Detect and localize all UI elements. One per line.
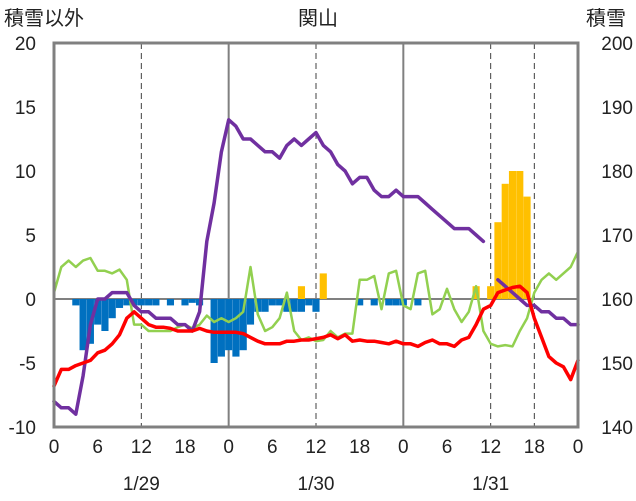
- snow-change-bar-29: [305, 299, 313, 306]
- x-tick-6: 12: [305, 437, 326, 458]
- temperature-line: [52, 284, 580, 388]
- right-tick-6: 140: [601, 418, 633, 439]
- snow-change-bar-38: [319, 273, 327, 299]
- snow-change-bar-28: [297, 299, 306, 312]
- snow-change-bar-9: [137, 299, 145, 306]
- x-tick-7: 18: [349, 437, 370, 458]
- plot-frame: [52, 41, 580, 429]
- x-tick-1: 6: [92, 437, 103, 458]
- snow-change-bar-4: [101, 299, 109, 331]
- snow-depth-line-1: [496, 278, 580, 327]
- snow-change-bar-3: [94, 299, 102, 325]
- x-tick-10: 12: [480, 437, 501, 458]
- x-tick-5: 6: [267, 437, 278, 458]
- right-tick-2: 180: [601, 162, 633, 183]
- snow-change-bar-44: [516, 171, 524, 299]
- snow-change-bar-13: [181, 299, 189, 306]
- snow-change-bar-24: [268, 299, 276, 306]
- snow-change-bar-23: [261, 299, 269, 312]
- left-tick-4: 0: [25, 290, 36, 311]
- snow-change-bar-14: [188, 299, 196, 303]
- snow-change-bar-5: [108, 299, 116, 319]
- x-tick-8: 0: [398, 437, 409, 458]
- x-tick-2: 12: [131, 437, 152, 458]
- date-labels: 1/29 1/30 1/31: [123, 474, 509, 495]
- right-tick-5: 150: [601, 354, 633, 375]
- snow-change-bar-21: [246, 299, 255, 325]
- right-axis-label: 積雪: [586, 7, 626, 30]
- snow-change-bar-27: [290, 299, 298, 312]
- snow-depth-line: [52, 118, 486, 416]
- chart-title: 関山: [298, 7, 338, 30]
- snow-change-bar-20: [239, 299, 247, 351]
- wind-line: [52, 250, 580, 348]
- right-tick-1: 190: [601, 98, 633, 119]
- snow-change-bar-34: [392, 299, 400, 306]
- right-axis-ticks: 200 190 180 170 160 150 140: [601, 34, 633, 439]
- snow-change-bar-6: [115, 299, 124, 308]
- snow-change-bar-25: [276, 299, 284, 306]
- snow-change-bar-41: [494, 222, 502, 299]
- date-label-0: 1/29: [123, 474, 160, 495]
- snow-change-bar-11: [152, 299, 160, 306]
- left-tick-0: 20: [15, 34, 36, 55]
- snow-change-bar-30: [312, 299, 320, 312]
- left-tick-2: 10: [15, 162, 36, 183]
- left-tick-1: 15: [15, 98, 36, 119]
- snow-change-bar-26: [283, 299, 291, 312]
- snow-change-bar-7: [123, 299, 131, 306]
- x-tick-9: 6: [442, 437, 453, 458]
- snow-change-bar-45: [523, 196, 531, 299]
- snow-change-bar-1: [79, 299, 87, 351]
- left-tick-3: 5: [25, 226, 36, 247]
- x-axis-ticks: 0 6 12 18 0 6 12 18 0 6 12 18 0: [49, 437, 584, 458]
- x-tick-3: 18: [174, 437, 195, 458]
- x-tick-0: 0: [49, 437, 60, 458]
- snow-change-bar-0: [72, 299, 80, 306]
- left-axis-ticks: 20 15 10 5 0 -5 -10: [9, 34, 36, 439]
- snow-change-bar-18: [225, 299, 233, 351]
- left-axis-label: 積雪以外: [4, 7, 84, 30]
- right-tick-4: 160: [601, 290, 633, 311]
- x-tick-4: 0: [223, 437, 234, 458]
- left-tick-5: -5: [19, 354, 36, 375]
- snow-change-bar-19: [232, 299, 240, 357]
- snow-change-bar-42: [501, 183, 509, 299]
- snow-change-bar-10: [145, 299, 153, 306]
- left-tick-6: -10: [9, 418, 36, 439]
- x-tick-11: 18: [524, 437, 545, 458]
- snow-change-bar-40: [487, 286, 495, 299]
- right-tick-0: 200: [601, 34, 633, 55]
- snow-change-bar-37: [297, 286, 306, 299]
- date-label-2: 1/31: [472, 474, 509, 495]
- snow-change-bar-33: [385, 299, 393, 306]
- snow-change-bar-31: [356, 299, 364, 306]
- snow-change-bar-43: [508, 171, 517, 299]
- snow-change-bar-36: [414, 299, 422, 306]
- snow-change-bar-12: [166, 299, 175, 306]
- date-label-1: 1/30: [298, 474, 335, 495]
- snow-change-bar-32: [370, 299, 378, 306]
- x-tick-12: 0: [573, 437, 584, 458]
- snow-change-bar-17: [217, 299, 225, 357]
- snow-change-bar-22: [254, 299, 262, 312]
- right-tick-3: 170: [601, 226, 633, 247]
- series-lines: [52, 118, 580, 416]
